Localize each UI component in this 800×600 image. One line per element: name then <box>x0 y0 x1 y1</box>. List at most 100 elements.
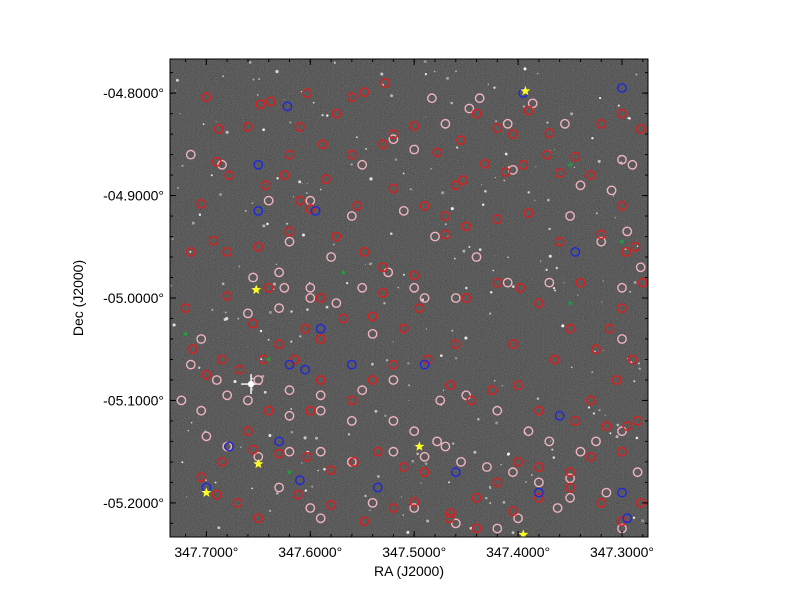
background-star <box>421 298 425 302</box>
pink-circle-marker <box>357 282 368 293</box>
background-star <box>494 120 498 123</box>
red-circle-marker <box>398 462 409 472</box>
background-star <box>311 485 314 488</box>
background-star <box>570 366 573 368</box>
background-star <box>535 166 537 168</box>
red-circle-marker <box>213 124 224 134</box>
background-star <box>545 268 548 272</box>
blue-circle-marker <box>534 487 544 498</box>
pink-circle-marker <box>284 446 295 457</box>
background-star <box>392 341 394 343</box>
yellow-star-marker <box>520 85 531 96</box>
pink-circle-marker <box>544 436 555 447</box>
red-circle-marker <box>263 405 274 416</box>
pink-circle-marker <box>176 395 187 406</box>
background-star <box>612 194 615 197</box>
red-circle-marker <box>346 395 357 406</box>
pink-circle-marker <box>426 93 437 104</box>
red-circle-marker <box>492 277 503 288</box>
background-star <box>219 193 222 196</box>
background-star <box>171 238 174 241</box>
background-star <box>442 389 445 391</box>
red-circle-marker <box>378 262 388 273</box>
background-star <box>355 136 358 139</box>
background-star <box>369 177 373 181</box>
background-star <box>501 384 504 387</box>
blue-circle-marker <box>282 101 293 112</box>
background-star <box>290 340 293 343</box>
background-star <box>511 285 515 288</box>
red-circle-marker <box>255 99 266 110</box>
green-star-marker <box>618 238 626 245</box>
red-circle-marker <box>326 465 336 475</box>
background-star <box>523 67 527 71</box>
pink-circle-marker <box>523 426 534 437</box>
background-star <box>306 308 309 311</box>
red-circle-marker <box>542 149 553 160</box>
blue-circle-marker <box>372 482 383 493</box>
red-circle-marker <box>348 456 359 467</box>
background-star <box>251 377 254 380</box>
background-star <box>390 232 393 235</box>
red-circle-marker <box>432 147 442 158</box>
red-circle-marker <box>466 395 477 406</box>
pink-circle-marker <box>388 415 399 426</box>
background-star <box>554 289 557 292</box>
background-star <box>430 168 432 170</box>
pink-circle-marker <box>274 482 284 493</box>
blue-circle-marker <box>419 359 430 370</box>
background-star <box>289 121 292 124</box>
red-circle-marker <box>187 344 198 355</box>
red-circle-marker <box>622 421 633 431</box>
pink-circle-marker <box>274 303 284 314</box>
background-star <box>215 120 217 123</box>
background-star <box>448 481 451 484</box>
green-star-marker <box>567 299 574 306</box>
background-star <box>494 177 496 179</box>
red-circle-marker <box>378 139 388 150</box>
background-star <box>627 116 630 120</box>
background-star <box>599 97 602 100</box>
background-star <box>563 282 565 284</box>
red-circle-marker <box>359 516 370 527</box>
background-star <box>267 338 270 341</box>
background-star <box>440 354 443 357</box>
pink-circle-marker <box>201 431 212 442</box>
background-star <box>300 90 303 93</box>
y-tick-label: -05.1000° <box>103 392 164 408</box>
red-circle-marker <box>456 135 466 146</box>
x-axis-label: RA (J2000) <box>374 563 444 579</box>
background-star <box>365 147 368 150</box>
red-circle-marker <box>591 344 601 355</box>
blue-circle-marker <box>622 513 633 524</box>
background-star <box>237 317 240 320</box>
background-star <box>615 435 619 439</box>
background-star <box>604 414 606 416</box>
background-star <box>468 245 471 248</box>
background-star <box>433 70 436 73</box>
red-circle-marker <box>315 293 326 303</box>
red-circle-marker <box>601 421 612 431</box>
red-circle-marker <box>632 415 643 426</box>
x-tick-label: 347.5000° <box>382 544 446 560</box>
pink-circle-marker <box>461 390 472 401</box>
y-axis-ticks: -04.8000° -04.9000° -05.0000° -05.1000° -05.… <box>103 72 648 524</box>
red-circle-marker <box>445 380 456 390</box>
red-circle-marker <box>289 354 300 365</box>
red-circle-marker <box>232 497 243 508</box>
background-star <box>347 433 351 436</box>
background-star <box>478 248 482 252</box>
yellow-star-marker <box>518 529 529 537</box>
x-tick-label: 347.7000° <box>174 544 238 560</box>
background-star <box>222 75 224 77</box>
red-circle-marker <box>284 226 295 237</box>
pink-circle-marker <box>432 436 442 447</box>
background-star <box>629 290 632 293</box>
red-circle-marker <box>570 415 581 426</box>
background-star <box>451 329 454 333</box>
background-star <box>298 180 302 184</box>
red-circle-marker <box>515 282 526 293</box>
background-star <box>312 101 315 104</box>
pink-circle-marker <box>622 226 633 237</box>
background-star <box>304 489 308 492</box>
